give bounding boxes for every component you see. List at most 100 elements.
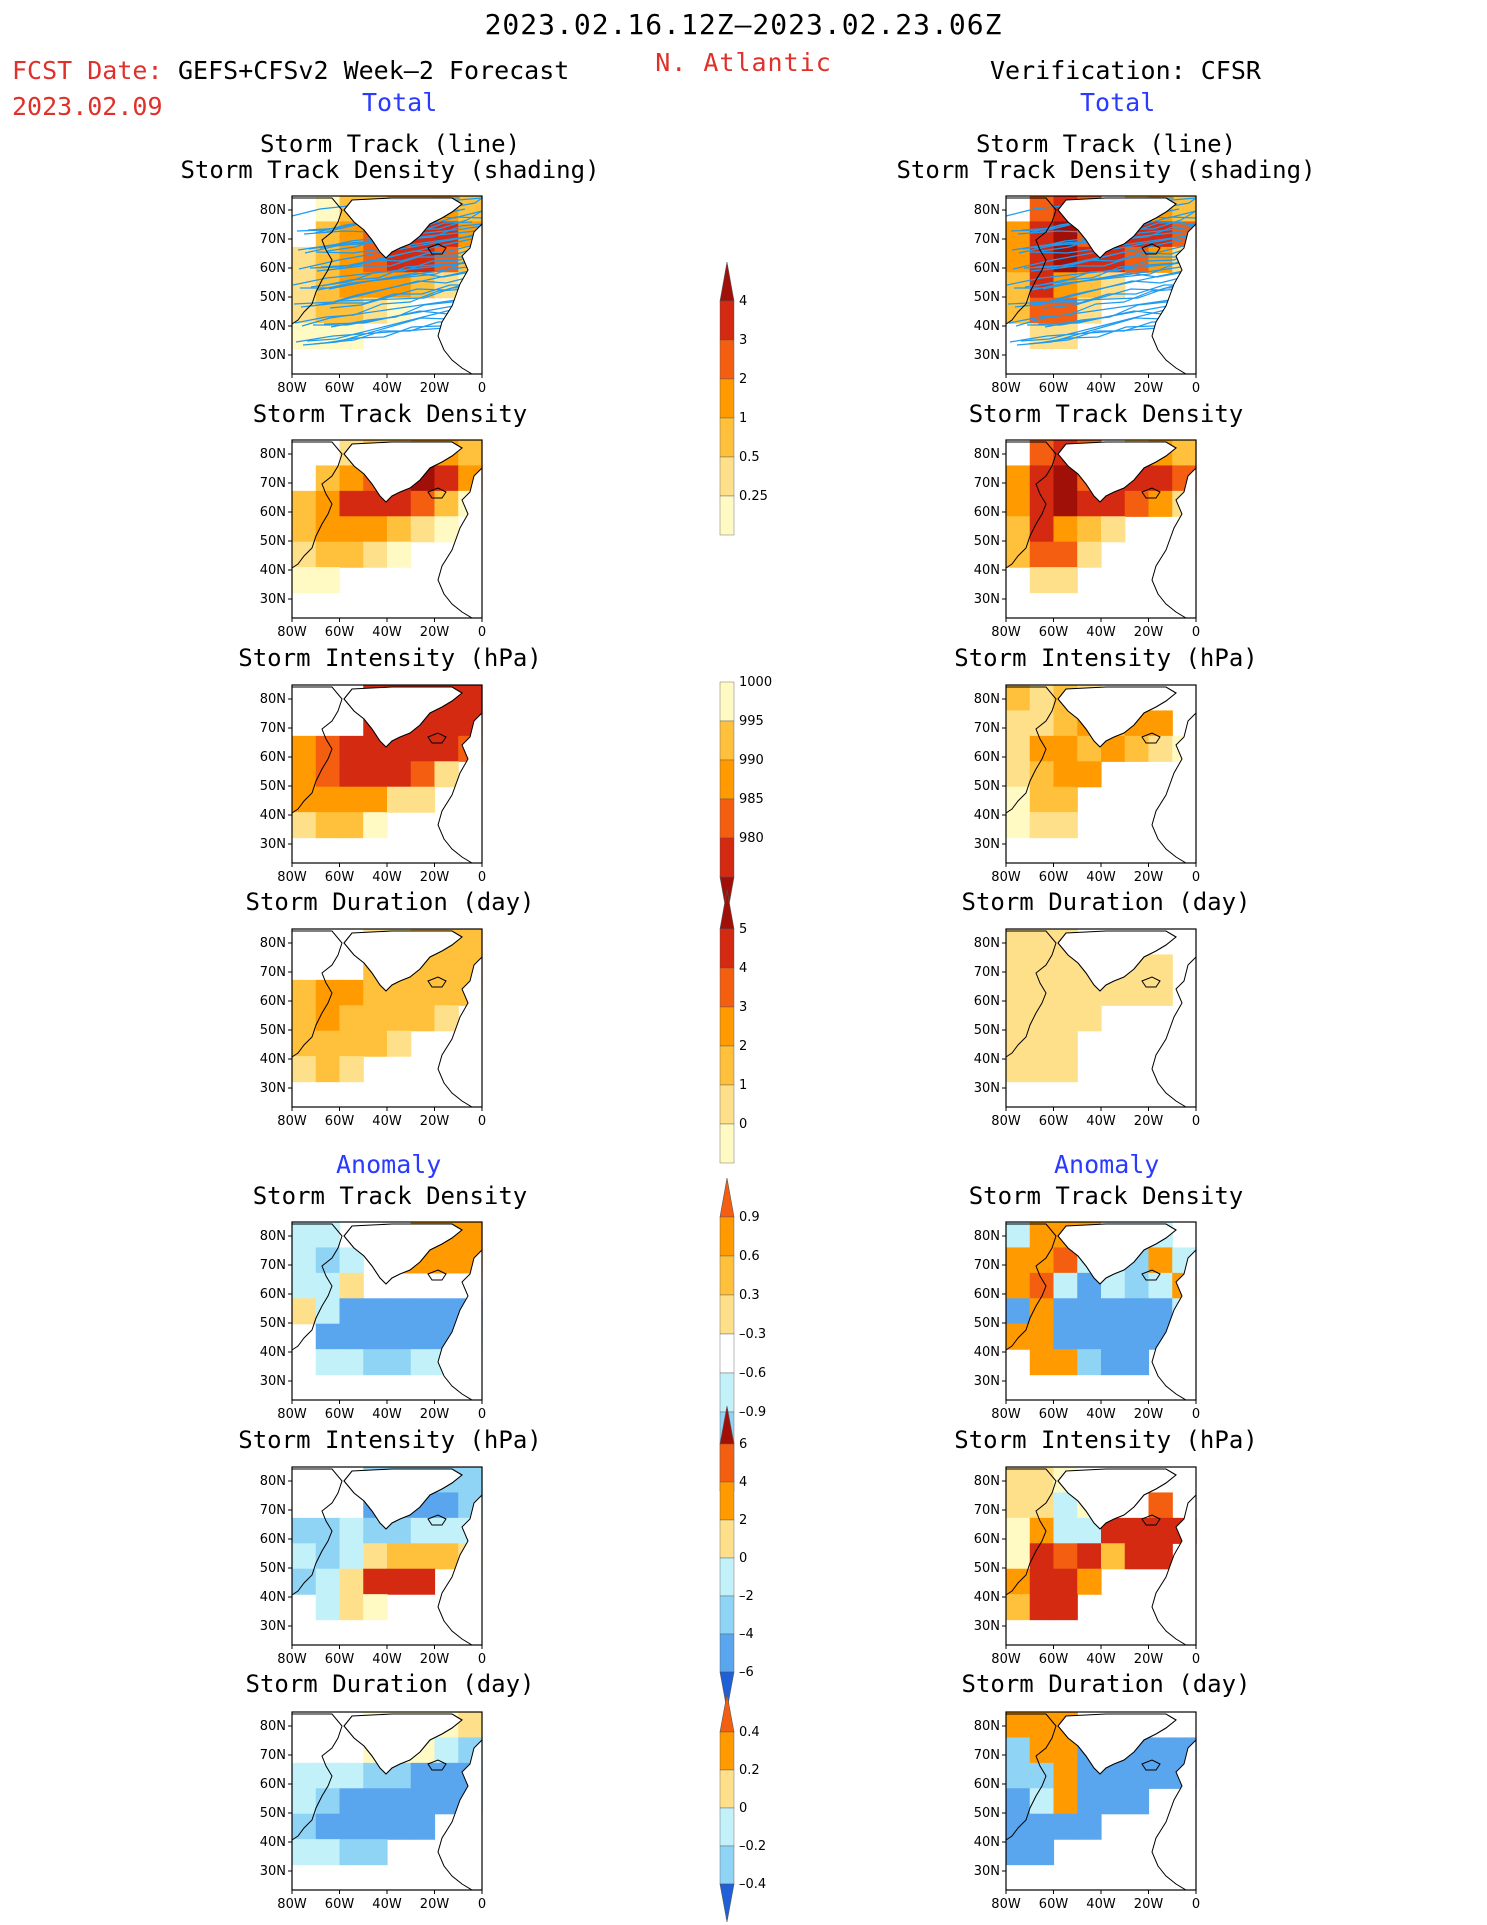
- y-tick-label: 40N: [974, 563, 1000, 578]
- x-tick-label: 0: [478, 1407, 486, 1422]
- x-tick-label: 20W: [1134, 870, 1164, 885]
- heatmap-cell: [339, 786, 364, 813]
- y-tick-label: 40N: [260, 808, 286, 823]
- forecast-map-0: 80W 60W 40W 20W 0 80N 70N 60N 50N 40N 30N: [260, 195, 486, 396]
- heatmap-cell: [1148, 1737, 1173, 1764]
- y-tick-label: 40N: [260, 319, 286, 334]
- heatmap-cell: [1006, 1056, 1031, 1083]
- y-tick-label: 30N: [974, 348, 1000, 363]
- heatmap-cell: [1053, 1543, 1078, 1570]
- heatmap-cell: [434, 1543, 459, 1570]
- colorbar-segment: [719, 1255, 735, 1296]
- x-tick-label: 80W: [277, 381, 307, 396]
- colorbar-segment: [719, 1481, 735, 1521]
- x-tick-label: 20W: [420, 1897, 450, 1912]
- heatmap-cell: [1077, 1813, 1102, 1840]
- heatmap-cell: [458, 440, 483, 467]
- x-tick-label: 80W: [991, 625, 1021, 640]
- x-tick-label: 40W: [372, 625, 402, 640]
- heatmap-cell: [1006, 1762, 1031, 1789]
- x-tick-label: 20W: [1134, 1652, 1164, 1667]
- colorbar-tick-label: 0.4: [739, 1725, 760, 1740]
- iceland-outline: [1141, 1759, 1161, 1771]
- heatmap-cell: [339, 1813, 364, 1840]
- heatmap-cell: [1006, 1492, 1031, 1519]
- colorbar-segment: [719, 967, 735, 1008]
- heatmap-cell: [315, 1813, 341, 1840]
- heatmap-cell: [1029, 979, 1055, 1006]
- colorbar-segment: [719, 759, 735, 800]
- heatmap-cell: [315, 1323, 341, 1350]
- north-america-coastline: [1005, 197, 1057, 325]
- heatmap-cell: [363, 1839, 388, 1866]
- colorbar-tick-label: 4: [739, 1475, 747, 1490]
- panel-title: Storm Track (line): [975, 130, 1237, 158]
- x-tick-label: 60W: [1039, 1407, 1069, 1422]
- x-tick-label: 0: [1192, 381, 1200, 396]
- y-tick-label: 40N: [260, 1052, 286, 1067]
- heatmap-cell: [1053, 1030, 1078, 1057]
- verification-anomaly-heading: Anomaly: [1054, 1150, 1160, 1179]
- heatmap-cell: [1148, 1517, 1173, 1544]
- heatmap-cell: [363, 1298, 388, 1325]
- heatmap-cell: [315, 1839, 341, 1866]
- colorbar-segment: [719, 339, 735, 380]
- heatmap-cell: [1148, 490, 1173, 517]
- forecast-model-label: GEFS+CFSv2 Week–2 Forecast: [178, 56, 570, 85]
- heatmap-cell: [1077, 1005, 1102, 1032]
- y-tick-label: 50N: [260, 1806, 286, 1821]
- heatmap-cell: [1006, 1788, 1031, 1815]
- heatmap-cell: [410, 1005, 436, 1032]
- greenland-outline: [1057, 1713, 1177, 1775]
- heatmap-cell: [339, 1517, 364, 1544]
- heatmap-cell: [292, 735, 317, 762]
- heatmap-cell: [339, 1323, 364, 1350]
- heatmap-cell: [315, 1568, 341, 1595]
- heatmap-cell: [363, 516, 388, 543]
- heatmap-cell: [1029, 1030, 1055, 1057]
- y-tick-label: 70N: [260, 476, 286, 491]
- europe-coastline: [437, 1248, 483, 1401]
- heatmap-cell: [339, 1056, 364, 1083]
- colorbar-segment: [719, 1123, 735, 1164]
- y-tick-label: 40N: [974, 1345, 1000, 1360]
- forecast-map-5: 80W 60W 40W 20W 0 80N 70N 60N 50N 40N 30N: [260, 1466, 486, 1667]
- greenland-outline: [343, 1713, 463, 1775]
- colorbar-segment: [719, 798, 735, 839]
- greenland-outline: [1057, 1468, 1177, 1530]
- heatmap-cell: [1006, 1272, 1031, 1299]
- heatmap-cell: [1029, 812, 1055, 839]
- heatmap-cell: [363, 1568, 388, 1595]
- heatmap-cell: [315, 1349, 341, 1376]
- storm-track-line: [292, 262, 468, 286]
- storm-track-line: [1006, 262, 1182, 286]
- y-tick-label: 80N: [260, 1719, 286, 1734]
- colorbar-arrow-top: [719, 889, 735, 930]
- heatmap-cell: [1053, 1788, 1078, 1815]
- panel-title: Storm Track Density: [968, 1182, 1244, 1210]
- heatmap-cell: [363, 812, 388, 839]
- heatmap-cell: [1006, 465, 1031, 492]
- colorbar-tick-label: –0.2: [739, 1839, 766, 1854]
- y-tick-label: 80N: [260, 1474, 286, 1489]
- x-tick-label: 0: [1192, 870, 1200, 885]
- heatmap-cell: [339, 1030, 364, 1057]
- heatmap-cell: [1053, 323, 1078, 350]
- heatmap-cell: [1029, 1467, 1055, 1494]
- x-tick-label: 80W: [991, 1897, 1021, 1912]
- heatmap-cell: [292, 812, 317, 839]
- panel-title: Storm Intensity (hPa): [954, 644, 1258, 672]
- north-america-coastline: [291, 1223, 343, 1351]
- colorbar-segment: [719, 1294, 735, 1335]
- heatmap-cell: [292, 761, 317, 788]
- north-america-coastline: [1005, 1713, 1057, 1841]
- y-tick-label: 60N: [260, 1287, 286, 1302]
- colorbar-tick-label: 0.25: [739, 489, 768, 504]
- y-tick-label: 70N: [974, 965, 1000, 980]
- heatmap-cell: [339, 812, 364, 839]
- heatmap-cell: [434, 710, 459, 737]
- heatmap-cell: [339, 1005, 364, 1032]
- europe-coastline: [437, 222, 483, 375]
- x-tick-label: 20W: [420, 381, 450, 396]
- heatmap-cell: [1006, 490, 1031, 517]
